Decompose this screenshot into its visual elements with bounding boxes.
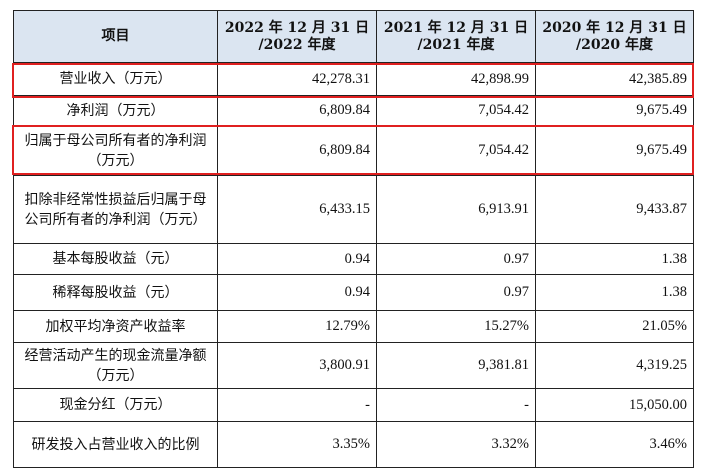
table-row: 基本每股收益（元） 0.94 0.97 1.38 bbox=[13, 243, 694, 275]
value-2021: - bbox=[376, 388, 536, 422]
table-row: 现金分红（万元） - - 15,050.00 bbox=[13, 388, 694, 422]
header-2021: 2021 年 12 月 31 日/2021 年度 bbox=[376, 10, 536, 63]
row-label: 稀释每股收益（元） bbox=[13, 274, 218, 311]
table-row: 稀释每股收益（元） 0.94 0.97 1.38 bbox=[13, 274, 694, 311]
value-2021: 15.27% bbox=[376, 310, 536, 343]
value-2022: 0.94 bbox=[217, 243, 377, 275]
value-2022: 6,809.84 bbox=[217, 125, 377, 176]
value-2021: 42,898.99 bbox=[376, 62, 536, 96]
value-2020: 9,675.49 bbox=[535, 95, 694, 126]
value-2022: 0.94 bbox=[217, 274, 377, 311]
table-row: 归属于母公司所有者的净利润（万元） 6,809.84 7,054.42 9,67… bbox=[13, 125, 694, 176]
value-2021: 3.32% bbox=[376, 421, 536, 468]
value-2020: 15,050.00 bbox=[535, 388, 694, 422]
value-2020: 9,433.87 bbox=[535, 175, 694, 244]
row-label: 基本每股收益（元） bbox=[13, 243, 218, 275]
table-row: 营业收入（万元） 42,278.31 42,898.99 42,385.89 bbox=[13, 62, 694, 96]
value-2021: 0.97 bbox=[376, 274, 536, 311]
value-2020: 1.38 bbox=[535, 243, 694, 275]
row-label: 研发投入占营业收入的比例 bbox=[13, 421, 218, 468]
header-row: 项目 2022 年 12 月 31 日/2022 年度 2021 年 12 月 … bbox=[13, 10, 694, 63]
value-2020: 42,385.89 bbox=[535, 62, 694, 96]
value-2022: 12.79% bbox=[217, 310, 377, 343]
value-2021: 0.97 bbox=[376, 243, 536, 275]
value-2020: 3.46% bbox=[535, 421, 694, 468]
value-2021: 9,381.81 bbox=[376, 342, 536, 389]
value-2022: 6,809.84 bbox=[217, 95, 377, 126]
table-row: 研发投入占营业收入的比例 3.35% 3.32% 3.46% bbox=[13, 421, 694, 468]
financial-summary-table: 项目 2022 年 12 月 31 日/2022 年度 2021 年 12 月 … bbox=[13, 10, 694, 468]
value-2022: 3,800.91 bbox=[217, 342, 377, 389]
row-label: 扣除非经常性损益后归属于母公司所有者的净利润（万元） bbox=[13, 175, 218, 244]
value-2022: 3.35% bbox=[217, 421, 377, 468]
table-row: 净利润（万元） 6,809.84 7,054.42 9,675.49 bbox=[13, 95, 694, 126]
value-2022: - bbox=[217, 388, 377, 422]
row-label: 现金分红（万元） bbox=[13, 388, 218, 422]
row-label: 经营活动产生的现金流量净额（万元） bbox=[13, 342, 218, 389]
table-row: 扣除非经常性损益后归属于母公司所有者的净利润（万元） 6,433.15 6,91… bbox=[13, 175, 694, 244]
row-label: 归属于母公司所有者的净利润（万元） bbox=[13, 125, 218, 176]
value-2020: 21.05% bbox=[535, 310, 694, 343]
value-2021: 6,913.91 bbox=[376, 175, 536, 244]
value-2020: 1.38 bbox=[535, 274, 694, 311]
header-2020: 2020 年 12 月 31 日/2020 年度 bbox=[535, 10, 694, 63]
value-2022: 42,278.31 bbox=[217, 62, 377, 96]
header-2022: 2022 年 12 月 31 日/2022 年度 bbox=[217, 10, 377, 63]
value-2022: 6,433.15 bbox=[217, 175, 377, 244]
header-item: 项目 bbox=[13, 10, 218, 63]
row-label: 净利润（万元） bbox=[13, 95, 218, 126]
value-2021: 7,054.42 bbox=[376, 95, 536, 126]
row-label: 营业收入（万元） bbox=[13, 62, 218, 96]
table-row: 经营活动产生的现金流量净额（万元） 3,800.91 9,381.81 4,31… bbox=[13, 342, 694, 389]
value-2021: 7,054.42 bbox=[376, 125, 536, 176]
row-label: 加权平均净资产收益率 bbox=[13, 310, 218, 343]
table-row: 加权平均净资产收益率 12.79% 15.27% 21.05% bbox=[13, 310, 694, 343]
value-2020: 4,319.25 bbox=[535, 342, 694, 389]
value-2020: 9,675.49 bbox=[535, 125, 694, 176]
